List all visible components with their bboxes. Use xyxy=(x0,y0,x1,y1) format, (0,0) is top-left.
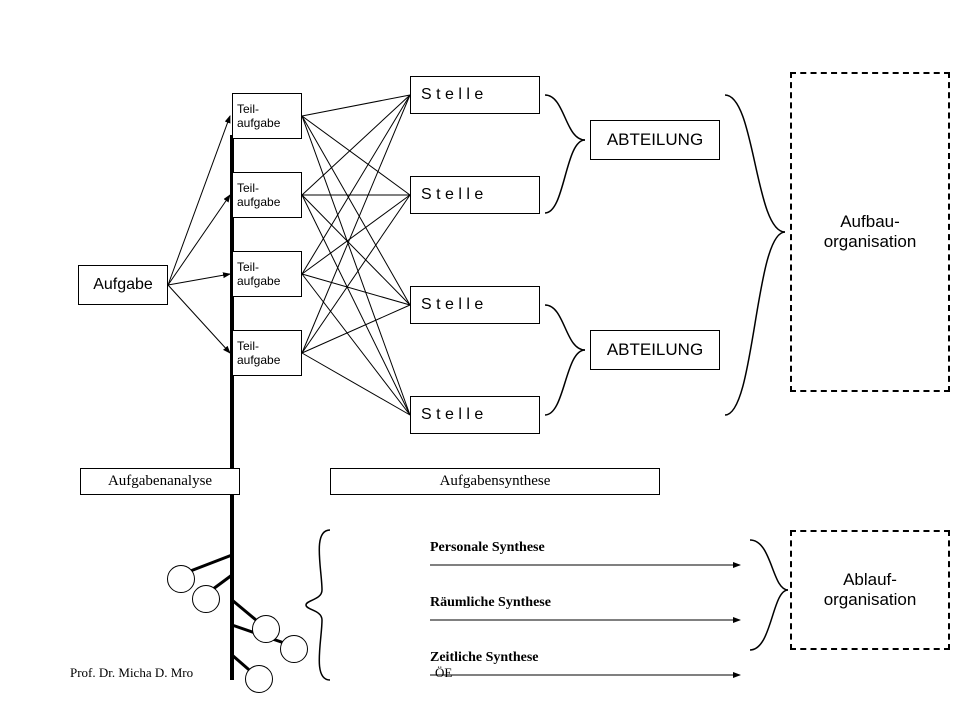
box-abteilung-1: ABTEILUNG xyxy=(590,120,720,160)
ablauf-line1: Ablauf- xyxy=(843,570,897,590)
teilaufgabe-2-label: Teil- aufgabe xyxy=(237,181,280,209)
teilaufgabe-4-label: Teil- aufgabe xyxy=(237,339,280,367)
box-aufgabe: Aufgabe xyxy=(78,265,168,305)
syntheses-brace xyxy=(306,530,330,680)
tree-node-2 xyxy=(192,585,220,613)
label-zeitliche-synthese: Zeitliche Synthese xyxy=(430,650,539,666)
brace-ablauf xyxy=(750,540,788,650)
footer-left: Prof. Dr. Micha D. Mro xyxy=(70,665,193,681)
ablauf-line2: organisation xyxy=(824,590,917,610)
label-personale-synthese: Personale Synthese xyxy=(430,540,545,556)
box-teilaufgabe-4: Teil- aufgabe xyxy=(232,330,302,376)
tree-node-4 xyxy=(280,635,308,663)
stelle-1-label: S t e l l e xyxy=(421,86,483,104)
aufgabenanalyse-text: Aufgabenanalyse xyxy=(108,473,212,489)
label-aufgabensynthese: Aufgabensynthese xyxy=(330,468,660,495)
teilaufgabe-1-label: Teil- aufgabe xyxy=(237,102,280,130)
brace-abteilung-aufbau xyxy=(725,95,785,415)
abteilung-1-label: ABTEILUNG xyxy=(607,130,703,150)
box-abteilung-2: ABTEILUNG xyxy=(590,330,720,370)
aufgabensynthese-text: Aufgabensynthese xyxy=(440,473,551,489)
stelle-3-label: S t e l l e xyxy=(421,296,483,314)
box-ablauforganisation: Ablauf- organisation xyxy=(790,530,950,650)
abteilung-2-label: ABTEILUNG xyxy=(607,340,703,360)
tree-node-3 xyxy=(252,615,280,643)
box-aufbauorganisation: Aufbau- organisation xyxy=(790,72,950,392)
edges-aufgabe-teil xyxy=(168,116,230,353)
teilaufgabe-3-label: Teil- aufgabe xyxy=(237,260,280,288)
box-teilaufgabe-1: Teil- aufgabe xyxy=(232,93,302,139)
stelle-2-label: S t e l l e xyxy=(421,186,483,204)
label-aufgabenanalyse: Aufgabenanalyse xyxy=(80,468,240,495)
aufbau-line1: Aufbau- xyxy=(840,212,900,232)
label-raeumliche-synthese: Räumliche Synthese xyxy=(430,595,551,611)
brace-stelle-abteilung-1 xyxy=(545,95,585,213)
edges-teil-stelle xyxy=(302,95,410,415)
tree-node-5 xyxy=(245,665,273,693)
tree-node-1 xyxy=(167,565,195,593)
aufbau-line2: organisation xyxy=(824,232,917,252)
box-teilaufgabe-3: Teil- aufgabe xyxy=(232,251,302,297)
box-stelle-2: S t e l l e xyxy=(410,176,540,214)
stelle-4-label: S t e l l e xyxy=(421,406,483,424)
aufgabe-label: Aufgabe xyxy=(93,276,153,294)
brace-stelle-abteilung-2 xyxy=(545,305,585,415)
tree-branches xyxy=(180,555,290,675)
box-stelle-1: S t e l l e xyxy=(410,76,540,114)
box-stelle-3: S t e l l e xyxy=(410,286,540,324)
box-teilaufgabe-2: Teil- aufgabe xyxy=(232,172,302,218)
footer-right: ÖE xyxy=(435,665,452,681)
box-stelle-4: S t e l l e xyxy=(410,396,540,434)
